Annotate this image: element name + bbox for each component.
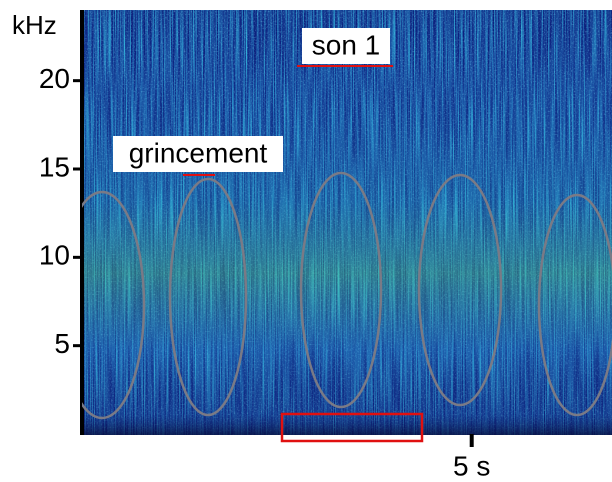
label-box [113, 136, 283, 172]
label-box [302, 28, 390, 64]
y-tick-label: 5 [54, 328, 70, 359]
spectrogram [82, 10, 612, 435]
highlights [82, 171, 612, 420]
annotation: grincement [129, 137, 268, 168]
ellipse [82, 190, 146, 420]
ellipse [417, 173, 503, 407]
ellipse [168, 177, 248, 417]
ellipse [299, 171, 383, 409]
annotation: son 1 [312, 29, 381, 60]
energy-band [82, 10, 612, 435]
y-tick-label: 20 [39, 63, 70, 94]
y-tick-label: 10 [39, 240, 70, 271]
ellipse [537, 193, 612, 417]
y-axis-label: kHz [12, 10, 57, 40]
highlight-box [280, 412, 424, 443]
y-tick-label: 15 [39, 151, 70, 182]
x-tick-label: 5 s [453, 450, 490, 481]
